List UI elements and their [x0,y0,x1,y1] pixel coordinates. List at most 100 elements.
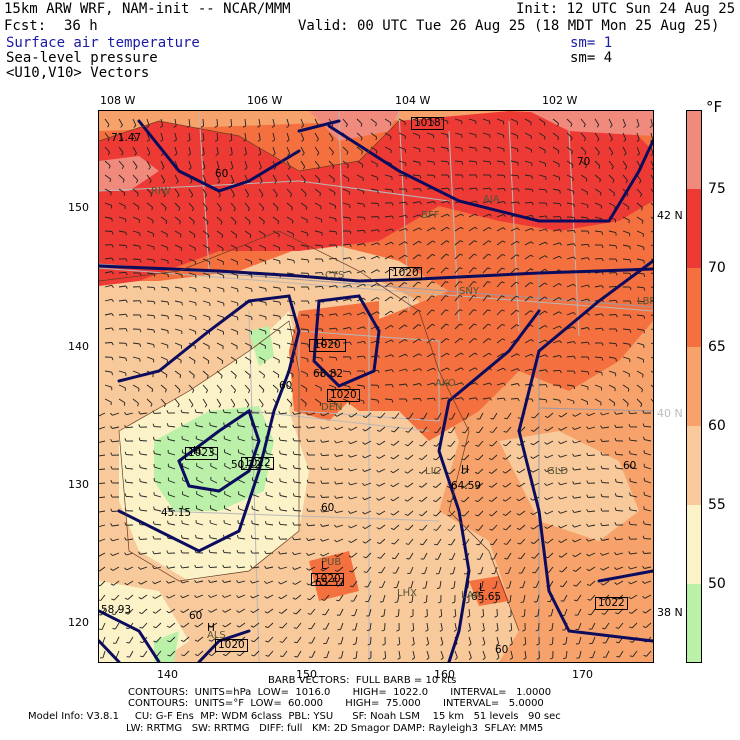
wind-barb [258,230,266,236]
wind-barb-flag [123,192,126,197]
wind-barb-flag [446,226,450,230]
wind-barb-flag [264,596,268,599]
wind-barb [496,132,504,136]
wind-barb [125,481,134,484]
wind-barb [160,132,164,140]
wind-barb [258,300,266,304]
county-lines [99,111,653,662]
wind-barb [286,160,291,168]
wind-barb-flag [390,268,394,272]
wind-barb [195,411,204,414]
wind-barb [112,538,120,542]
wind-barb [321,496,330,498]
wind-barb [622,146,627,154]
wind-barb [118,285,126,288]
wind-barb [196,451,204,456]
wind-barb [594,313,602,316]
wind-barb [636,188,643,195]
wind-barb-flag [614,597,618,600]
grid-x-150: 150 [296,668,317,681]
wind-barb-flag [194,595,197,598]
wind-barb [174,188,180,195]
wind-barb [602,566,610,571]
wind-barb [146,230,154,235]
wind-barb [202,118,205,127]
wind-barb [328,257,337,260]
wind-barb [328,132,334,139]
wind-barb-flag [139,272,142,276]
wind-barb [622,202,630,208]
wind-barb [454,309,460,316]
wind-barb-flag [377,556,381,559]
footer-model-info: Model Info: V3.8.1 CU: G-F Ens MP: WDM 6… [28,711,561,722]
wind-barb-flag [335,244,338,248]
wind-barb-flag [586,538,589,542]
wind-barb-flag [236,580,239,584]
wind-barb-flag [559,385,562,389]
wind-barb [202,174,207,182]
wind-barb [510,383,518,386]
wind-barb [104,327,112,330]
wind-barb-flag [261,207,265,212]
wind-barb [477,496,484,503]
wind-barb-flag [509,657,513,660]
wind-barb [398,339,406,344]
wind-barb-flag [376,269,380,273]
wind-barb-flag [230,167,234,170]
wind-barb [438,566,442,574]
wind-barb-flag [642,611,646,614]
wind-barb [174,258,182,262]
wind-barb [450,440,456,447]
wind-barb [356,174,364,179]
wind-barb [202,146,205,154]
wind-barb [293,510,302,512]
wind-barb [412,295,419,302]
wind-barb-flag [396,643,401,646]
wind-barb [216,356,224,362]
wind-barb [253,636,260,643]
wind-barb [532,454,540,459]
wind-barb [104,188,112,193]
wind-barb [636,258,644,261]
wind-barb [340,650,344,658]
wind-barb [551,622,554,630]
wind-barb [168,452,176,456]
wind-barb [216,118,218,127]
wind-barb [505,524,512,531]
wind-barb [230,146,233,154]
wind-barb-flag [124,522,127,526]
wind-barb-flag [461,431,466,434]
wind-barb [426,309,433,316]
wind-barb [538,282,545,288]
wind-barb [546,426,554,432]
wind-barb [322,412,330,417]
wind-barb-flag [263,375,266,379]
wind-barb-flag [265,520,267,524]
wind-barb [142,650,148,658]
wind-barb-flag [228,125,232,128]
wind-barb [453,580,456,588]
wind-barb [468,295,474,302]
wind-barb-flag [489,514,493,517]
wind-barb-flag [558,525,561,529]
colorbar-label-70: 70 [708,260,726,276]
wind-barb [99,496,106,499]
wind-barb-flag [390,513,394,516]
wind-barb [650,356,653,359]
wind-barb [645,622,652,628]
wind-barb [594,327,603,330]
wind-barb [238,608,246,613]
wind-barb [552,242,560,246]
wind-barb [608,384,616,389]
wind-barb [506,552,512,560]
wind-barb [336,426,344,431]
colorbar-label-55: 55 [708,497,726,513]
wind-barb-flag [319,402,322,407]
wind-barb-flag [152,423,155,427]
wind-barb [286,132,290,140]
wind-barb [258,258,266,262]
wind-barb [618,622,624,629]
wind-barb-flag [206,221,209,225]
wind-barb [118,384,126,389]
wind-barb [370,229,378,232]
